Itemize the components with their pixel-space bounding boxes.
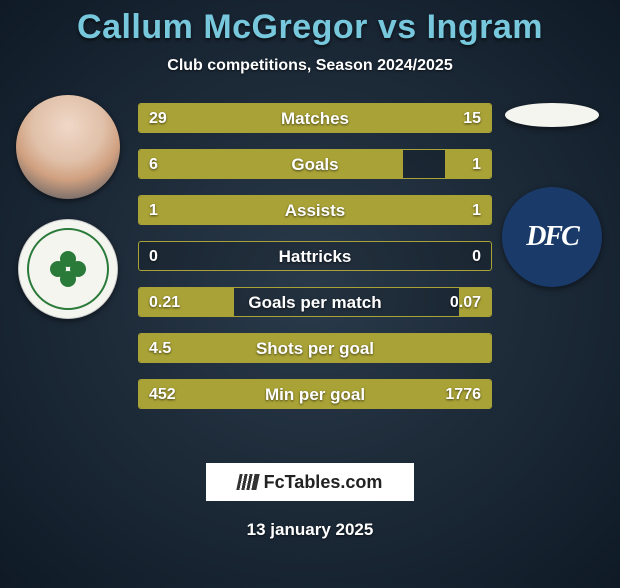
stat-label: Matches (139, 104, 491, 132)
stat-row: 61Goals (138, 149, 492, 179)
stat-label: Goals (139, 150, 491, 178)
date-text: 13 january 2025 (0, 520, 620, 540)
stat-label: Assists (139, 196, 491, 224)
player-right-avatar (505, 103, 599, 127)
stat-bars: 2915Matches 61Goals 11Assists 00Hattricks 0.… (138, 103, 492, 425)
stat-label: Goals per match (139, 288, 491, 316)
watermark: FcTables.com (205, 462, 415, 502)
stat-label: Hattricks (139, 242, 491, 270)
player-left-panel (8, 95, 128, 319)
subtitle: Club competitions, Season 2024/2025 (0, 57, 620, 75)
player-left-avatar (16, 95, 120, 199)
clover-icon (50, 251, 86, 287)
celtic-ring (27, 228, 109, 310)
stat-row: 0.210.07Goals per match (138, 287, 492, 317)
watermark-text: FcTables.com (264, 472, 383, 493)
player-right-panel: DFC (492, 95, 612, 287)
stat-row: 11Assists (138, 195, 492, 225)
club-left-logo (18, 219, 118, 319)
stat-row: 2915Matches (138, 103, 492, 133)
comparison-chart: DFC 2915Matches 61Goals 11Assists 00Hattric… (0, 103, 620, 423)
stat-row: 4.5Shots per goal (138, 333, 492, 363)
stat-label: Min per goal (139, 380, 491, 408)
stat-row: 00Hattricks (138, 241, 492, 271)
stat-row: 4521776Min per goal (138, 379, 492, 409)
page-title: Callum McGregor vs Ingram (0, 8, 620, 47)
club-right-logo: DFC (502, 187, 602, 287)
chart-icon (236, 474, 259, 490)
dundee-monogram-icon: DFC (526, 221, 578, 253)
stat-label: Shots per goal (139, 334, 491, 362)
